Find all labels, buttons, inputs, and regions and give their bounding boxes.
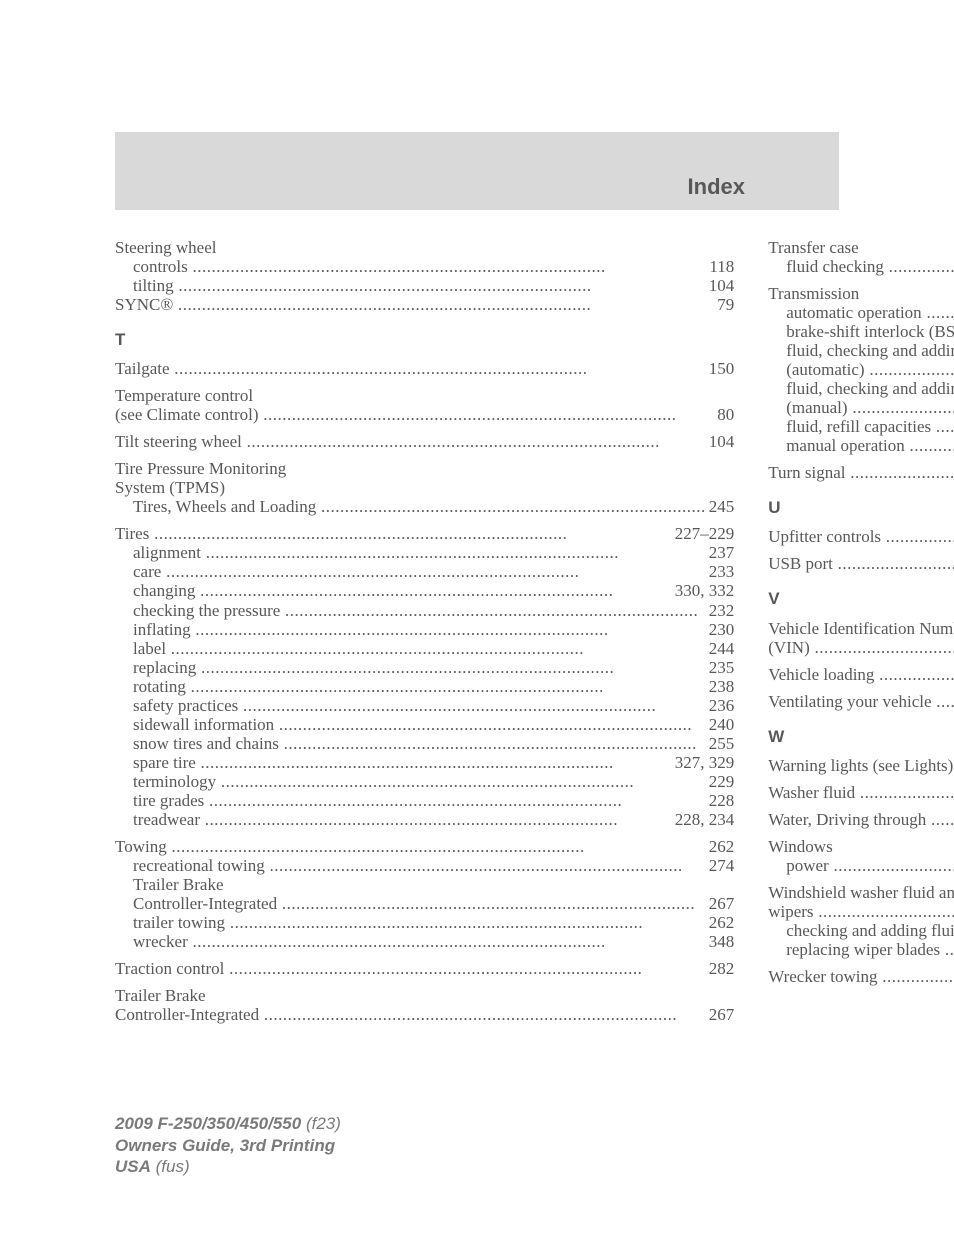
section-letter-t: T <box>115 330 734 349</box>
index-subentry: replacing235 <box>115 658 734 677</box>
index-heading: Temperature control <box>115 386 734 405</box>
index-subentry: snow tires and chains255 <box>115 734 734 753</box>
index-subentry: Controller-Integrated267 <box>115 1005 734 1024</box>
entry-tilt-steering: Tilt steering wheel104 <box>115 432 734 451</box>
index-subentry: brake-shift interlock (BSI)285 <box>768 322 954 341</box>
left-column: Steering wheel controls118 tilting104 SY… <box>115 238 734 1029</box>
index-subentry: (automatic)397 <box>768 360 954 379</box>
entry-vehicle-loading: Vehicle loading256 <box>768 665 954 684</box>
index-heading: System (TPMS) <box>115 478 734 497</box>
entry-transmission: Transmission automatic operation104, 285… <box>768 284 954 455</box>
index-subentry: fluid, checking and adding <box>768 379 954 398</box>
entry-tires: Tires227–229 alignment237 care233 changi… <box>115 524 734 829</box>
index-subentry: Controller-Integrated267 <box>115 894 734 913</box>
entry-water-driving: Water, Driving through311 <box>768 810 954 829</box>
index-subentry: tilting104 <box>115 276 734 295</box>
index-subentry: sidewall information240 <box>115 715 734 734</box>
index-subentry: power108 <box>768 856 954 875</box>
footer-line-2: Owners Guide, 3rd Printing <box>115 1135 341 1156</box>
footer-line-3: USA (fus) <box>115 1156 341 1177</box>
index-subentry: Trailer Brake <box>115 875 734 894</box>
index-subentry: trailer towing262 <box>115 913 734 932</box>
entry-warning-lights: Warning lights (see Lights)14 <box>768 756 954 775</box>
entry-temperature-control: Temperature control (see Climate control… <box>115 386 734 424</box>
entry-tailgate: Tailgate150 <box>115 359 734 378</box>
index-subentry: wipers103 <box>768 902 954 921</box>
entry-usb-port: USB port44 <box>768 554 954 573</box>
index-subentry: recreational towing274 <box>115 856 734 875</box>
index-subentry: Tires, Wheels and Loading245 <box>115 497 734 516</box>
page-title: Index <box>688 174 839 200</box>
index-subentry: care233 <box>115 562 734 581</box>
index-heading: Tires227–229 <box>115 524 734 543</box>
index-subentry: manual operation289 <box>768 436 954 455</box>
section-letter-u: U <box>768 498 954 517</box>
index-heading: Towing262 <box>115 837 734 856</box>
index-subentry: wrecker348 <box>115 932 734 951</box>
index-heading: Transmission <box>768 284 954 303</box>
entry-windshield: Windshield washer fluid and wipers103 ch… <box>768 883 954 959</box>
index-heading: Tire Pressure Monitoring <box>115 459 734 478</box>
index-subentry: controls118 <box>115 257 734 276</box>
page-number: 419 <box>768 1010 954 1029</box>
entry-steering-wheel: Steering wheel controls118 tilting104 <box>115 238 734 295</box>
section-letter-v: V <box>768 589 954 608</box>
entry-vin: Vehicle Identification Number (VIN)410 <box>768 619 954 657</box>
index-subentry: (see Climate control)80 <box>115 405 734 424</box>
entry-turn-signal: Turn signal94 <box>768 463 954 482</box>
footer-line-1: 2009 F-250/350/450/550 (f23) <box>115 1113 341 1134</box>
right-column: Transfer case fluid checking401 Transmis… <box>768 238 954 1029</box>
index-subentry: fluid, checking and adding <box>768 341 954 360</box>
entry-washer-fluid: Washer fluid371 <box>768 783 954 802</box>
index-heading: Windows <box>768 837 954 856</box>
entry-transfer-case: Transfer case fluid checking401 <box>768 238 954 276</box>
index-subentry: inflating230 <box>115 620 734 639</box>
index-subentry: automatic operation104, 285 <box>768 303 954 322</box>
header-bar: Index <box>115 132 839 210</box>
entry-windows: Windows power108 <box>768 837 954 875</box>
index-subentry: label244 <box>115 639 734 658</box>
footer: 2009 F-250/350/450/550 (f23) Owners Guid… <box>115 1113 341 1177</box>
entry-wrecker-towing: Wrecker towing348 <box>768 967 954 986</box>
index-subentry: safety practices236 <box>115 696 734 715</box>
entry-traction-control: Traction control282 <box>115 959 734 978</box>
entry-upfitter: Upfitter controls121 <box>768 527 954 546</box>
index-columns: Steering wheel controls118 tilting104 SY… <box>115 238 839 1029</box>
index-subentry: treadwear228, 234 <box>115 810 734 829</box>
index-subentry: alignment237 <box>115 543 734 562</box>
index-subentry: fluid checking401 <box>768 257 954 276</box>
index-subentry: rotating238 <box>115 677 734 696</box>
index-subentry: terminology229 <box>115 772 734 791</box>
entry-ventilating: Ventilating your vehicle278 <box>768 692 954 711</box>
entry-sync: SYNC®79 <box>115 295 734 314</box>
index-subentry: tire grades228 <box>115 791 734 810</box>
index-subentry: checking the pressure232 <box>115 601 734 620</box>
entry-towing: Towing262 recreational towing274 Trailer… <box>115 837 734 951</box>
index-subentry: changing330, 332 <box>115 581 734 600</box>
index-heading: Transfer case <box>768 238 954 257</box>
index-heading: Windshield washer fluid and <box>768 883 954 902</box>
index-heading: Steering wheel <box>115 238 734 257</box>
index-subentry: (manual)400 <box>768 398 954 417</box>
section-letter-w: W <box>768 727 954 746</box>
index-heading: Vehicle Identification Number <box>768 619 954 638</box>
entry-tpms: Tire Pressure Monitoring System (TPMS) T… <box>115 459 734 516</box>
entry-trailer-brake: Trailer Brake Controller-Integrated267 <box>115 986 734 1024</box>
index-subentry: replacing wiper blades372 <box>768 940 954 959</box>
index-subentry: checking and adding fluid371 <box>768 921 954 940</box>
index-heading: Trailer Brake <box>115 986 734 1005</box>
index-subentry: spare tire327, 329 <box>115 753 734 772</box>
index-subentry: fluid, refill capacities405 <box>768 417 954 436</box>
index-subentry: (VIN)410 <box>768 638 954 657</box>
